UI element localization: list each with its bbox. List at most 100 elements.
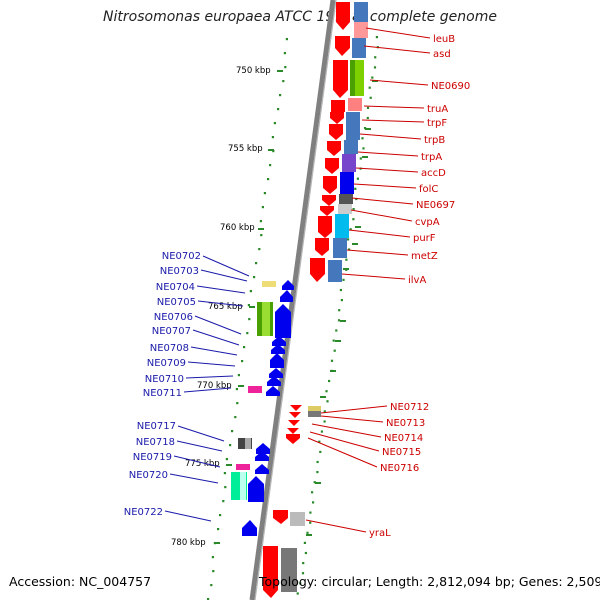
gc-tick: [229, 444, 232, 447]
gene-label-NE0712: NE0712: [390, 402, 429, 413]
gene-cvpA: [320, 206, 334, 216]
scale-label: 770 kbp: [197, 381, 232, 391]
gc-tick: [273, 122, 276, 125]
gc-tick: [296, 592, 299, 595]
gc-tick: [302, 562, 305, 565]
gene-label-NE0705: NE0705: [157, 297, 196, 308]
gene-label-NE0717: NE0717: [137, 421, 176, 432]
gc-tick: [362, 156, 368, 158]
gc-tick: [303, 541, 306, 544]
gc-tick: [285, 38, 288, 41]
gc-tick: [368, 86, 371, 89]
gc-tick: [355, 197, 358, 201]
gene-label-NE0713: NE0713: [386, 418, 425, 429]
gene-NE0705: [275, 304, 291, 338]
gc-tick: [337, 319, 341, 322]
gc-tick: [223, 472, 226, 475]
gene-yraL: [273, 510, 288, 524]
gc-tick: [333, 349, 336, 352]
gc-tick: [224, 486, 227, 489]
gene-NE0709: [269, 368, 283, 378]
gc-tick: [320, 430, 323, 433]
gc-tick: [323, 420, 326, 423]
gc-tick: [284, 66, 287, 69]
gc-tick: [369, 96, 372, 99]
gene-label-NE0715: NE0715: [382, 447, 421, 458]
gene-NE0720: [248, 476, 264, 502]
gene-label-truA: truA: [427, 104, 448, 115]
gc-tick: [306, 531, 309, 534]
gene-label-NE0703: NE0703: [160, 266, 199, 277]
gc-tick: [309, 521, 312, 524]
gc-tick: [311, 491, 314, 494]
gene-label-NE0719: NE0719: [133, 452, 172, 463]
gene-trpB: [329, 124, 343, 140]
gc-tick: [375, 36, 378, 39]
backbone: [249, 0, 337, 600]
gene-metZ: [315, 238, 329, 256]
gene-NE0715: [287, 428, 299, 434]
gene-label-trpA: trpA: [421, 152, 442, 163]
gc-tick: [316, 460, 319, 464]
gene-NE0713: [289, 412, 301, 418]
gene-NE0712: [290, 405, 302, 411]
gene-folC: [323, 176, 337, 194]
gene-label-NE0722: NE0722: [124, 507, 163, 518]
gene-NE0722: [242, 520, 257, 536]
gc-tick: [355, 226, 361, 228]
gc-tick: [335, 340, 341, 342]
gene-label-NE0690: NE0690: [431, 81, 470, 92]
scale-label: 760 kbp: [220, 223, 255, 233]
gene-NE0702: [282, 280, 294, 290]
gene-NE0697: [322, 195, 336, 206]
gc-tick: [263, 192, 266, 195]
gene-NE0719: [255, 464, 269, 474]
gc-tick: [312, 501, 315, 504]
map-title: Nitrosomonas europaea ATCC 19718, comple…: [103, 9, 497, 25]
gene-NE0706: [272, 336, 286, 346]
gc-tick: [374, 56, 377, 59]
scale-label: 755 kbp: [228, 144, 263, 154]
gc-tick: [372, 80, 378, 82]
gc-tick: [243, 346, 246, 349]
gc-tick: [352, 243, 358, 245]
gene-label-NE0707: NE0707: [152, 326, 191, 337]
gene-label-NE0710: NE0710: [145, 374, 184, 385]
gc-tick: [366, 116, 369, 120]
gene-label-leuB: leuB: [433, 34, 455, 45]
gc-tick: [212, 570, 215, 573]
gc-tick: [339, 288, 342, 292]
gc-tick: [316, 471, 319, 474]
gene-label-NE0704: NE0704: [156, 282, 195, 293]
genome-summary-text: Topology: circular; Length: 2,812,094 bp…: [259, 574, 600, 589]
gc-tick: [267, 178, 270, 181]
gc-tick: [241, 360, 244, 363]
scale-label: 765 kbp: [208, 302, 243, 312]
gc-tick: [231, 430, 234, 433]
left-labels: NE0702 NE0703 NE0704 NE0705 NE0706 NE070…: [124, 251, 250, 522]
gc-tick: [338, 309, 341, 312]
gc-tick: [354, 187, 357, 190]
gc-tick: [352, 208, 355, 211]
gc-tick: [236, 402, 239, 405]
gene-leuB: [336, 2, 350, 30]
accession-text: Accession: NC_004757: [9, 574, 152, 589]
gene-trpA: [327, 141, 341, 156]
gc-tick: [248, 318, 251, 321]
gc-tick: [261, 206, 264, 209]
scale-labels: 750 kbp 755 kbp 760 kbp 765 kbp 770 kbp …: [171, 66, 283, 548]
gene-NE0714: [288, 420, 300, 426]
gc-tick: [362, 147, 365, 150]
gc-tick: [260, 234, 263, 237]
gene-label-trpB: trpB: [424, 135, 445, 146]
gc-tick: [319, 450, 322, 453]
gc-tick: [309, 511, 312, 514]
gc-tick: [340, 320, 346, 322]
gene-label-NE0714: NE0714: [384, 433, 423, 444]
gene-purF: [318, 216, 332, 238]
gc-tick: [366, 106, 370, 109]
gc-tick: [373, 66, 377, 69]
gene-accD: [325, 158, 339, 174]
gene-label-metZ: metZ: [411, 251, 438, 262]
